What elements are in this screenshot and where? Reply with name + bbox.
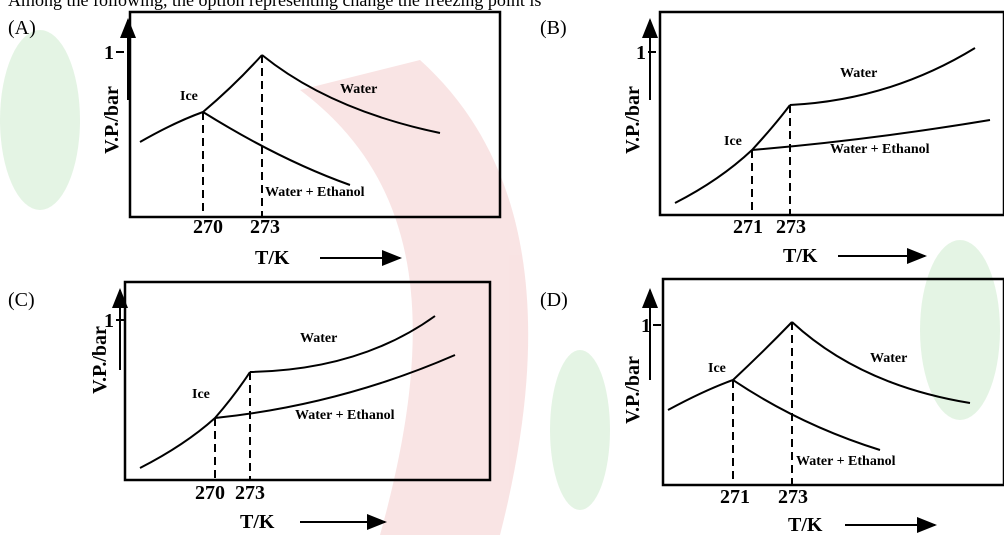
curve-label: Ice — [180, 89, 198, 104]
option-label: (D) — [540, 289, 568, 311]
y-tick-label: 1 — [636, 42, 646, 64]
curve-label: Ice — [192, 387, 210, 402]
water-curve — [261, 54, 441, 134]
curve-label: Water + Ethanol — [796, 454, 896, 469]
plot-frame — [128, 10, 502, 219]
mixture-curve — [202, 111, 351, 186]
question: Among the following, the option represen… — [8, 0, 541, 10]
curve-label: Water — [840, 66, 877, 81]
x-tick-label: 273 — [776, 216, 806, 238]
plot-frame — [658, 10, 1004, 217]
option-label: (A) — [8, 17, 36, 39]
x-tick-label: 273 — [778, 486, 808, 508]
mixture-curve — [732, 379, 881, 451]
water-curve — [249, 315, 436, 373]
curve-label: Ice — [708, 361, 726, 376]
x-tick-label: 271 — [733, 216, 763, 238]
y-axis-label: V.P./bar — [89, 326, 111, 394]
curve-label: Water + Ethanol — [830, 142, 930, 157]
option-label: (C) — [8, 289, 35, 311]
curve-label: Water — [300, 331, 337, 346]
curve-label: Water + Ethanol — [265, 185, 365, 200]
x-tick-label: 271 — [720, 486, 750, 508]
x-axis-label: T/K — [783, 245, 818, 267]
curve-label: Water — [870, 351, 907, 366]
y-tick-label: 1 — [641, 315, 651, 337]
watermark — [0, 30, 1000, 535]
x-axis-label: T/K — [788, 514, 823, 535]
ice-curve — [667, 321, 793, 411]
curve-label: Water + Ethanol — [295, 408, 395, 423]
x-tick-label: 270 — [195, 482, 225, 504]
curve-label: Water — [340, 82, 377, 97]
y-axis-label: V.P./bar — [101, 86, 123, 154]
option-label: (B) — [540, 17, 567, 39]
mixture-curve — [214, 354, 456, 419]
x-tick-label: 270 — [193, 216, 223, 238]
ice-curve — [674, 104, 791, 204]
x-tick-label: 273 — [250, 216, 280, 238]
y-tick-label: 1 — [104, 310, 114, 332]
plot-frame — [661, 277, 1004, 487]
x-tick-label: 273 — [235, 482, 265, 504]
y-axis-label: V.P./bar — [622, 356, 644, 424]
curve-label: Ice — [724, 134, 742, 149]
x-axis-label: T/K — [240, 511, 275, 533]
y-tick-label: 1 — [104, 42, 114, 64]
water-curve — [789, 47, 976, 106]
plot-frame — [123, 280, 492, 482]
ice-curve — [139, 54, 263, 143]
y-axis-label: V.P./bar — [622, 86, 644, 154]
x-axis-label: T/K — [255, 247, 290, 269]
mixture-curve — [751, 119, 991, 151]
water-curve — [791, 321, 971, 404]
